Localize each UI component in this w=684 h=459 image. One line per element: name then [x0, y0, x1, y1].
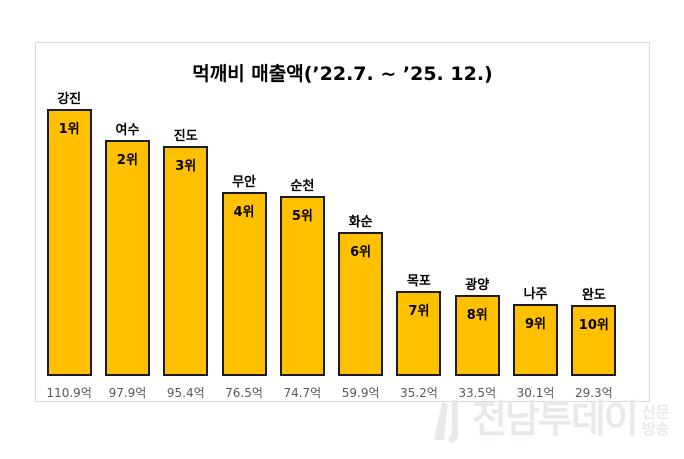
- bar-rank-label: 3위: [175, 159, 197, 174]
- chart-title: 먹깨비 매출액(’22.7. ~ ’25. 12.): [192, 63, 493, 85]
- bar-column: 나주 9위 30.1억: [506, 43, 564, 400]
- jeonnam-today-watermark: 전남투데이 신문 방송: [430, 394, 684, 450]
- bar-category-label: 화순: [348, 215, 373, 230]
- bar-value-label: 59.9억: [341, 386, 380, 400]
- bar-rank-label: 7위: [408, 304, 430, 319]
- bar-rank-label: 4위: [233, 205, 255, 220]
- bar-column: 여수 2위 97.9억: [98, 43, 156, 400]
- bar-column: 진도 3위 95.4억: [157, 43, 215, 400]
- bar-rank-label: 8위: [466, 308, 488, 323]
- bar-category-label: 목포: [406, 274, 431, 289]
- bar-category-label: 여수: [115, 123, 140, 138]
- bar-value-label: 33.5억: [458, 386, 497, 400]
- bar-column: 목포 7위 35.2억: [390, 43, 448, 400]
- bar: 7위: [396, 291, 442, 376]
- chart-frame: 먹깨비 매출액(’22.7. ~ ’25. 12.) 강진 1위 110.9억 여수 2…: [35, 42, 650, 402]
- watermark-sub-line-1: 신문: [641, 403, 670, 421]
- bar: 5위: [279, 196, 325, 376]
- bar-category-label: 진도: [173, 129, 198, 144]
- bar-value-label: 29.3억: [574, 386, 613, 400]
- plot-area: 강진 1위 110.9억 여수 2위 97.9억 진도 3위 95.4억 무안 4위 76.5억 순천 5…: [40, 43, 623, 400]
- bar-rank-label: 5위: [291, 209, 313, 224]
- bar-rank-label: 9위: [525, 317, 547, 332]
- jeonnam-today-logo-icon: [434, 400, 458, 443]
- bar-column: 강진 1위 110.9억: [40, 43, 98, 400]
- bar-category-label: 광양: [465, 278, 490, 293]
- bar-column: 화순 6위 59.9억: [331, 43, 389, 400]
- bar: 4위: [221, 192, 267, 376]
- bar-value-label: 110.9억: [46, 386, 92, 400]
- bar-category-label: 나주: [523, 287, 548, 302]
- bar: 2위: [104, 140, 150, 376]
- bar-rank-label: 6위: [350, 245, 372, 260]
- bar-value-label: 76.5억: [225, 386, 263, 400]
- bar-value-label: 74.7억: [283, 386, 322, 400]
- bar-rank-label: 2위: [116, 153, 138, 168]
- bar-value-label: 97.9억: [108, 386, 147, 400]
- bar-value-label: 30.1억: [516, 386, 555, 400]
- bar: 10위: [571, 305, 617, 376]
- bar-column: 완도 10위 29.3억: [565, 43, 623, 400]
- bar-column: 무안 4위 76.5억: [215, 43, 273, 400]
- bar: 1위: [46, 109, 92, 376]
- bar: 6위: [338, 232, 384, 376]
- bar-rank-label: 1위: [58, 122, 80, 137]
- bar: 9위: [513, 304, 559, 376]
- bar-category-label: 무안: [232, 175, 256, 190]
- bar-column: 광양 8위 33.5억: [448, 43, 506, 400]
- bar-value-label: 95.4억: [166, 386, 205, 400]
- watermark-subtext: 신문 방송: [641, 403, 670, 439]
- bar-category-label: 순천: [290, 179, 315, 194]
- bar: 3위: [163, 146, 209, 376]
- bar: 8위: [454, 295, 500, 376]
- bar-category-label: 강진: [57, 92, 82, 107]
- bar-column: 순천 5위 74.7억: [273, 43, 331, 400]
- watermark-sub-line-2: 방송: [641, 420, 670, 439]
- bar-category-label: 완도: [581, 288, 606, 303]
- bar-value-label: 35.2억: [400, 386, 438, 400]
- bar-rank-label: 10위: [578, 318, 609, 333]
